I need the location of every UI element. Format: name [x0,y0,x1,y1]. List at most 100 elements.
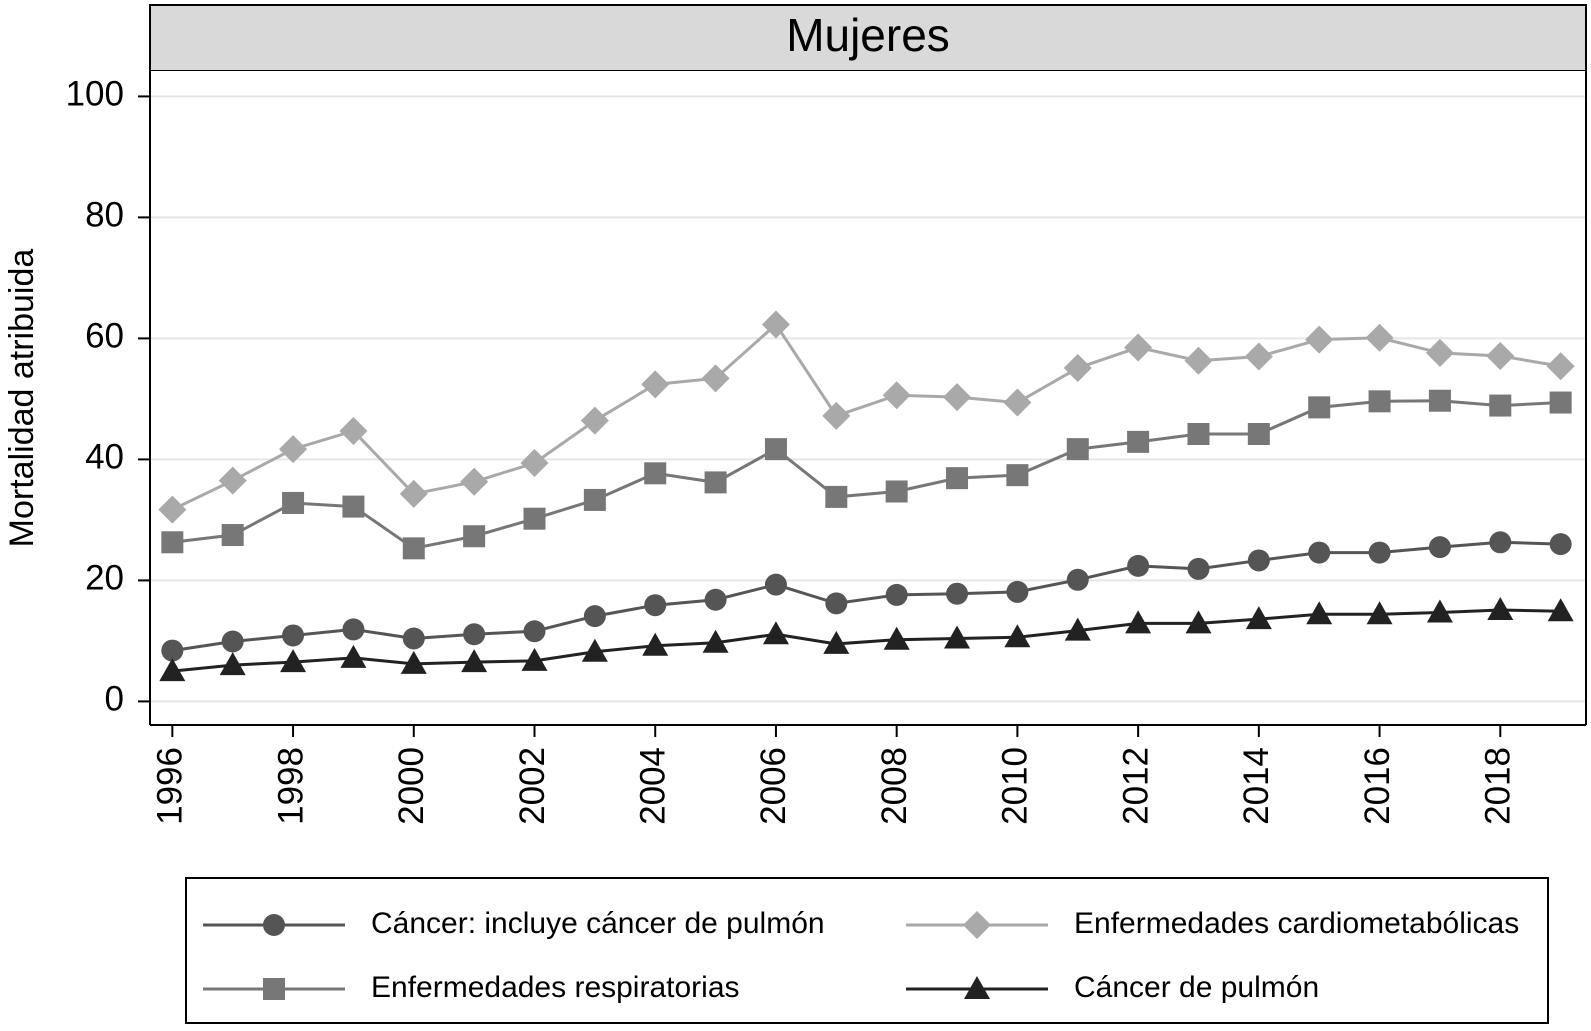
y-tick-label: 20 [85,559,124,598]
data-point [580,406,609,435]
data-point [943,383,972,412]
data-point [1426,599,1453,623]
data-point [1428,389,1451,412]
data-point [520,449,549,478]
data-point [221,524,244,547]
data-point [1066,438,1089,461]
legend-label: Enfermedades cardiometabólicas [1074,907,1519,940]
data-point [1244,342,1273,371]
data-point [1549,533,1572,556]
data-point [279,435,308,464]
data-point [944,625,971,649]
title-box [149,4,1587,72]
data-point [342,495,365,518]
data-point [1064,617,1091,641]
data-point [1366,601,1393,625]
data-point [644,462,667,485]
data-point [1006,464,1029,487]
data-point [1365,323,1394,352]
data-point [882,381,911,410]
data-point [1127,554,1150,577]
data-point [583,605,606,628]
legend-box [185,877,1549,1024]
data-point [219,652,246,676]
data-point [1003,388,1032,417]
data-point [400,650,427,674]
data-point [339,416,368,445]
data-point [1308,541,1331,564]
y-tick-label: 80 [85,196,124,235]
x-tick-label: 2008 [875,747,914,825]
data-point [1066,568,1089,591]
data-point [402,537,425,560]
data-point [161,531,184,554]
data-point [642,632,669,656]
legend-marker [263,978,285,1000]
data-point [1247,422,1270,445]
legend-label: Cáncer de pulmón [1074,971,1319,1004]
data-point [641,370,670,399]
data-point [823,630,850,654]
y-tick-label: 100 [66,75,124,114]
data-point [704,471,727,494]
legend-label: Enfermedades respiratorias [371,971,740,1004]
data-point [1245,606,1272,630]
data-point [159,658,186,682]
y-axis-label: Mortalidad atribuida [3,249,41,548]
data-point [1185,610,1212,634]
data-point [1486,341,1515,370]
data-point [1124,333,1153,362]
series-line [172,608,1561,673]
data-point [158,495,187,524]
x-tick-label: 1998 [271,747,310,825]
data-point [399,479,428,508]
data-point [463,525,486,548]
x-tick-label: 2012 [1116,747,1155,825]
data-point [1306,601,1333,625]
data-point [1308,396,1331,419]
data-point [282,491,305,514]
data-point [885,583,908,606]
data-point [644,594,667,617]
y-tick-label: 60 [85,317,124,356]
data-point [1184,346,1213,375]
data-point [523,507,546,530]
data-point [342,618,365,641]
x-tick-label: 2010 [996,747,1035,825]
data-point [1004,624,1031,648]
data-point [701,364,730,393]
data-point [280,649,307,673]
data-point [1487,597,1514,621]
data-point [1187,422,1210,445]
x-tick-label: 1996 [151,747,190,825]
data-point [340,644,367,668]
data-point [221,630,244,653]
data-point [762,621,789,645]
x-tick-label: 2004 [633,747,672,825]
legend-marker [964,976,990,999]
data-point [825,592,848,615]
data-point [161,639,184,662]
data-point [825,485,848,508]
legend-label: Cáncer: incluye cáncer de pulmón [371,907,825,940]
data-point [1127,430,1150,453]
data-point [885,480,908,503]
data-point [1063,354,1092,383]
x-tick-label: 2000 [392,747,431,825]
data-point [1547,598,1574,622]
data-point [883,626,910,650]
data-point [1368,390,1391,413]
x-tick-label: 2014 [1237,747,1276,825]
data-point [1425,338,1454,367]
data-point [1549,391,1572,414]
data-point [702,629,729,653]
data-point [463,623,486,646]
data-point [704,588,727,611]
data-point [822,401,851,430]
data-point [402,627,425,650]
data-point [581,638,608,662]
data-point [764,438,787,461]
data-point [946,467,969,490]
